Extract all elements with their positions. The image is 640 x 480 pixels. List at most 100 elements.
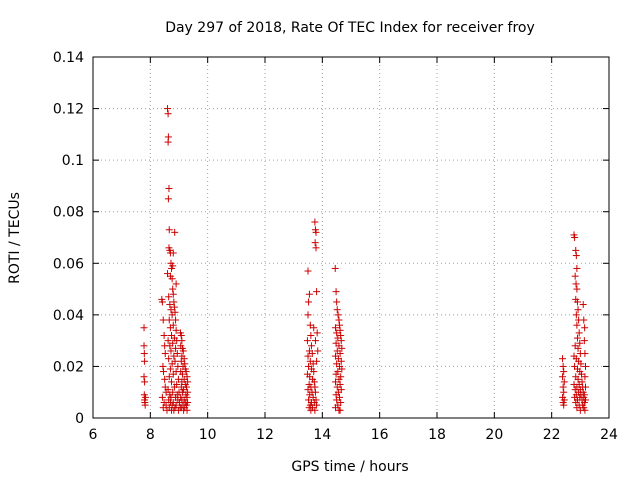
data-point xyxy=(165,373,173,381)
data-point xyxy=(573,334,581,342)
data-point xyxy=(170,406,178,414)
x-tick-label: 14 xyxy=(313,427,331,443)
data-point xyxy=(311,388,319,396)
data-point xyxy=(167,347,175,355)
data-point xyxy=(168,378,176,386)
axis-ticks: 6 8 10 12 14 16 18 20 22 24 0 0.02 0.04 0.06 0.08 0.1 0.… xyxy=(53,50,618,443)
data-point xyxy=(332,378,340,386)
x-tick-label: 10 xyxy=(199,427,217,443)
x-tick-label: 16 xyxy=(371,427,389,443)
y-tick-label: 0 xyxy=(75,411,84,427)
data-point xyxy=(579,301,587,309)
data-point xyxy=(159,316,167,324)
data-point xyxy=(310,378,318,386)
data-point xyxy=(169,370,177,378)
data-point xyxy=(158,298,166,306)
data-point xyxy=(160,368,168,376)
x-tick-label: 8 xyxy=(146,427,155,443)
data-point xyxy=(167,306,175,314)
data-point xyxy=(304,352,312,360)
data-point xyxy=(159,362,167,370)
data-point xyxy=(559,373,567,381)
data-point xyxy=(140,350,148,358)
data-point xyxy=(574,344,582,352)
data-point xyxy=(573,264,581,272)
data-point xyxy=(338,365,346,373)
data-point xyxy=(560,388,568,396)
data-point xyxy=(336,321,344,329)
data-point xyxy=(161,350,169,358)
data-point xyxy=(575,329,583,337)
data-point xyxy=(166,342,174,350)
data-point xyxy=(581,383,589,391)
data-point xyxy=(580,316,588,324)
y-tick-label: 0.08 xyxy=(53,205,84,221)
grid-lines xyxy=(93,57,609,418)
data-point xyxy=(580,337,588,345)
data-point xyxy=(572,311,580,319)
data-point xyxy=(164,110,172,118)
data-point xyxy=(336,406,344,414)
data-point xyxy=(311,383,319,391)
data-point xyxy=(141,357,149,365)
data-point xyxy=(313,329,321,337)
data-point xyxy=(581,406,589,414)
data-point xyxy=(560,368,568,376)
data-point xyxy=(170,298,178,306)
y-tick-label: 0.06 xyxy=(53,256,84,272)
data-point xyxy=(337,357,345,365)
data-point xyxy=(164,386,172,394)
data-point xyxy=(333,329,341,337)
data-point xyxy=(161,375,169,383)
data-point xyxy=(577,360,585,368)
data-point xyxy=(310,324,318,332)
data-point xyxy=(172,280,180,288)
data-point xyxy=(308,350,316,358)
data-point xyxy=(573,321,581,329)
data-point xyxy=(307,406,315,414)
data-point xyxy=(581,362,589,370)
data-point xyxy=(178,370,186,378)
data-point xyxy=(141,378,149,386)
data-point xyxy=(182,368,190,376)
data-point xyxy=(332,370,340,378)
x-tick-label: 18 xyxy=(428,427,446,443)
data-point xyxy=(560,378,568,386)
data-point xyxy=(312,244,320,252)
x-tick-label: 22 xyxy=(543,427,561,443)
data-point xyxy=(169,285,177,293)
data-point xyxy=(333,383,341,391)
data-point xyxy=(165,293,173,301)
data-point xyxy=(172,316,180,324)
data-point xyxy=(158,393,166,401)
data-point xyxy=(572,280,580,288)
data-point xyxy=(572,252,580,260)
data-point xyxy=(311,218,319,226)
x-tick-label: 6 xyxy=(89,427,98,443)
x-axis-label: GPS time / hours xyxy=(291,459,408,475)
y-tick-label: 0.12 xyxy=(53,102,84,118)
data-point xyxy=(169,290,177,298)
data-point xyxy=(304,267,312,275)
data-point xyxy=(170,352,178,360)
data-point xyxy=(160,331,168,339)
data-point xyxy=(333,298,341,306)
data-point xyxy=(581,324,589,332)
data-point xyxy=(580,391,588,399)
data-point xyxy=(180,406,188,414)
x-tick-label: 24 xyxy=(600,427,618,443)
data-point xyxy=(573,285,581,293)
data-point xyxy=(172,344,180,352)
data-point xyxy=(338,344,346,352)
data-point xyxy=(164,337,172,345)
data-point xyxy=(169,249,177,257)
data-point xyxy=(307,331,315,339)
y-tick-label: 0.04 xyxy=(53,308,84,324)
data-point xyxy=(307,342,315,350)
data-point xyxy=(304,386,312,394)
data-point xyxy=(141,401,149,409)
data-point xyxy=(571,234,579,241)
data-point xyxy=(172,326,180,334)
data-point xyxy=(581,396,589,404)
